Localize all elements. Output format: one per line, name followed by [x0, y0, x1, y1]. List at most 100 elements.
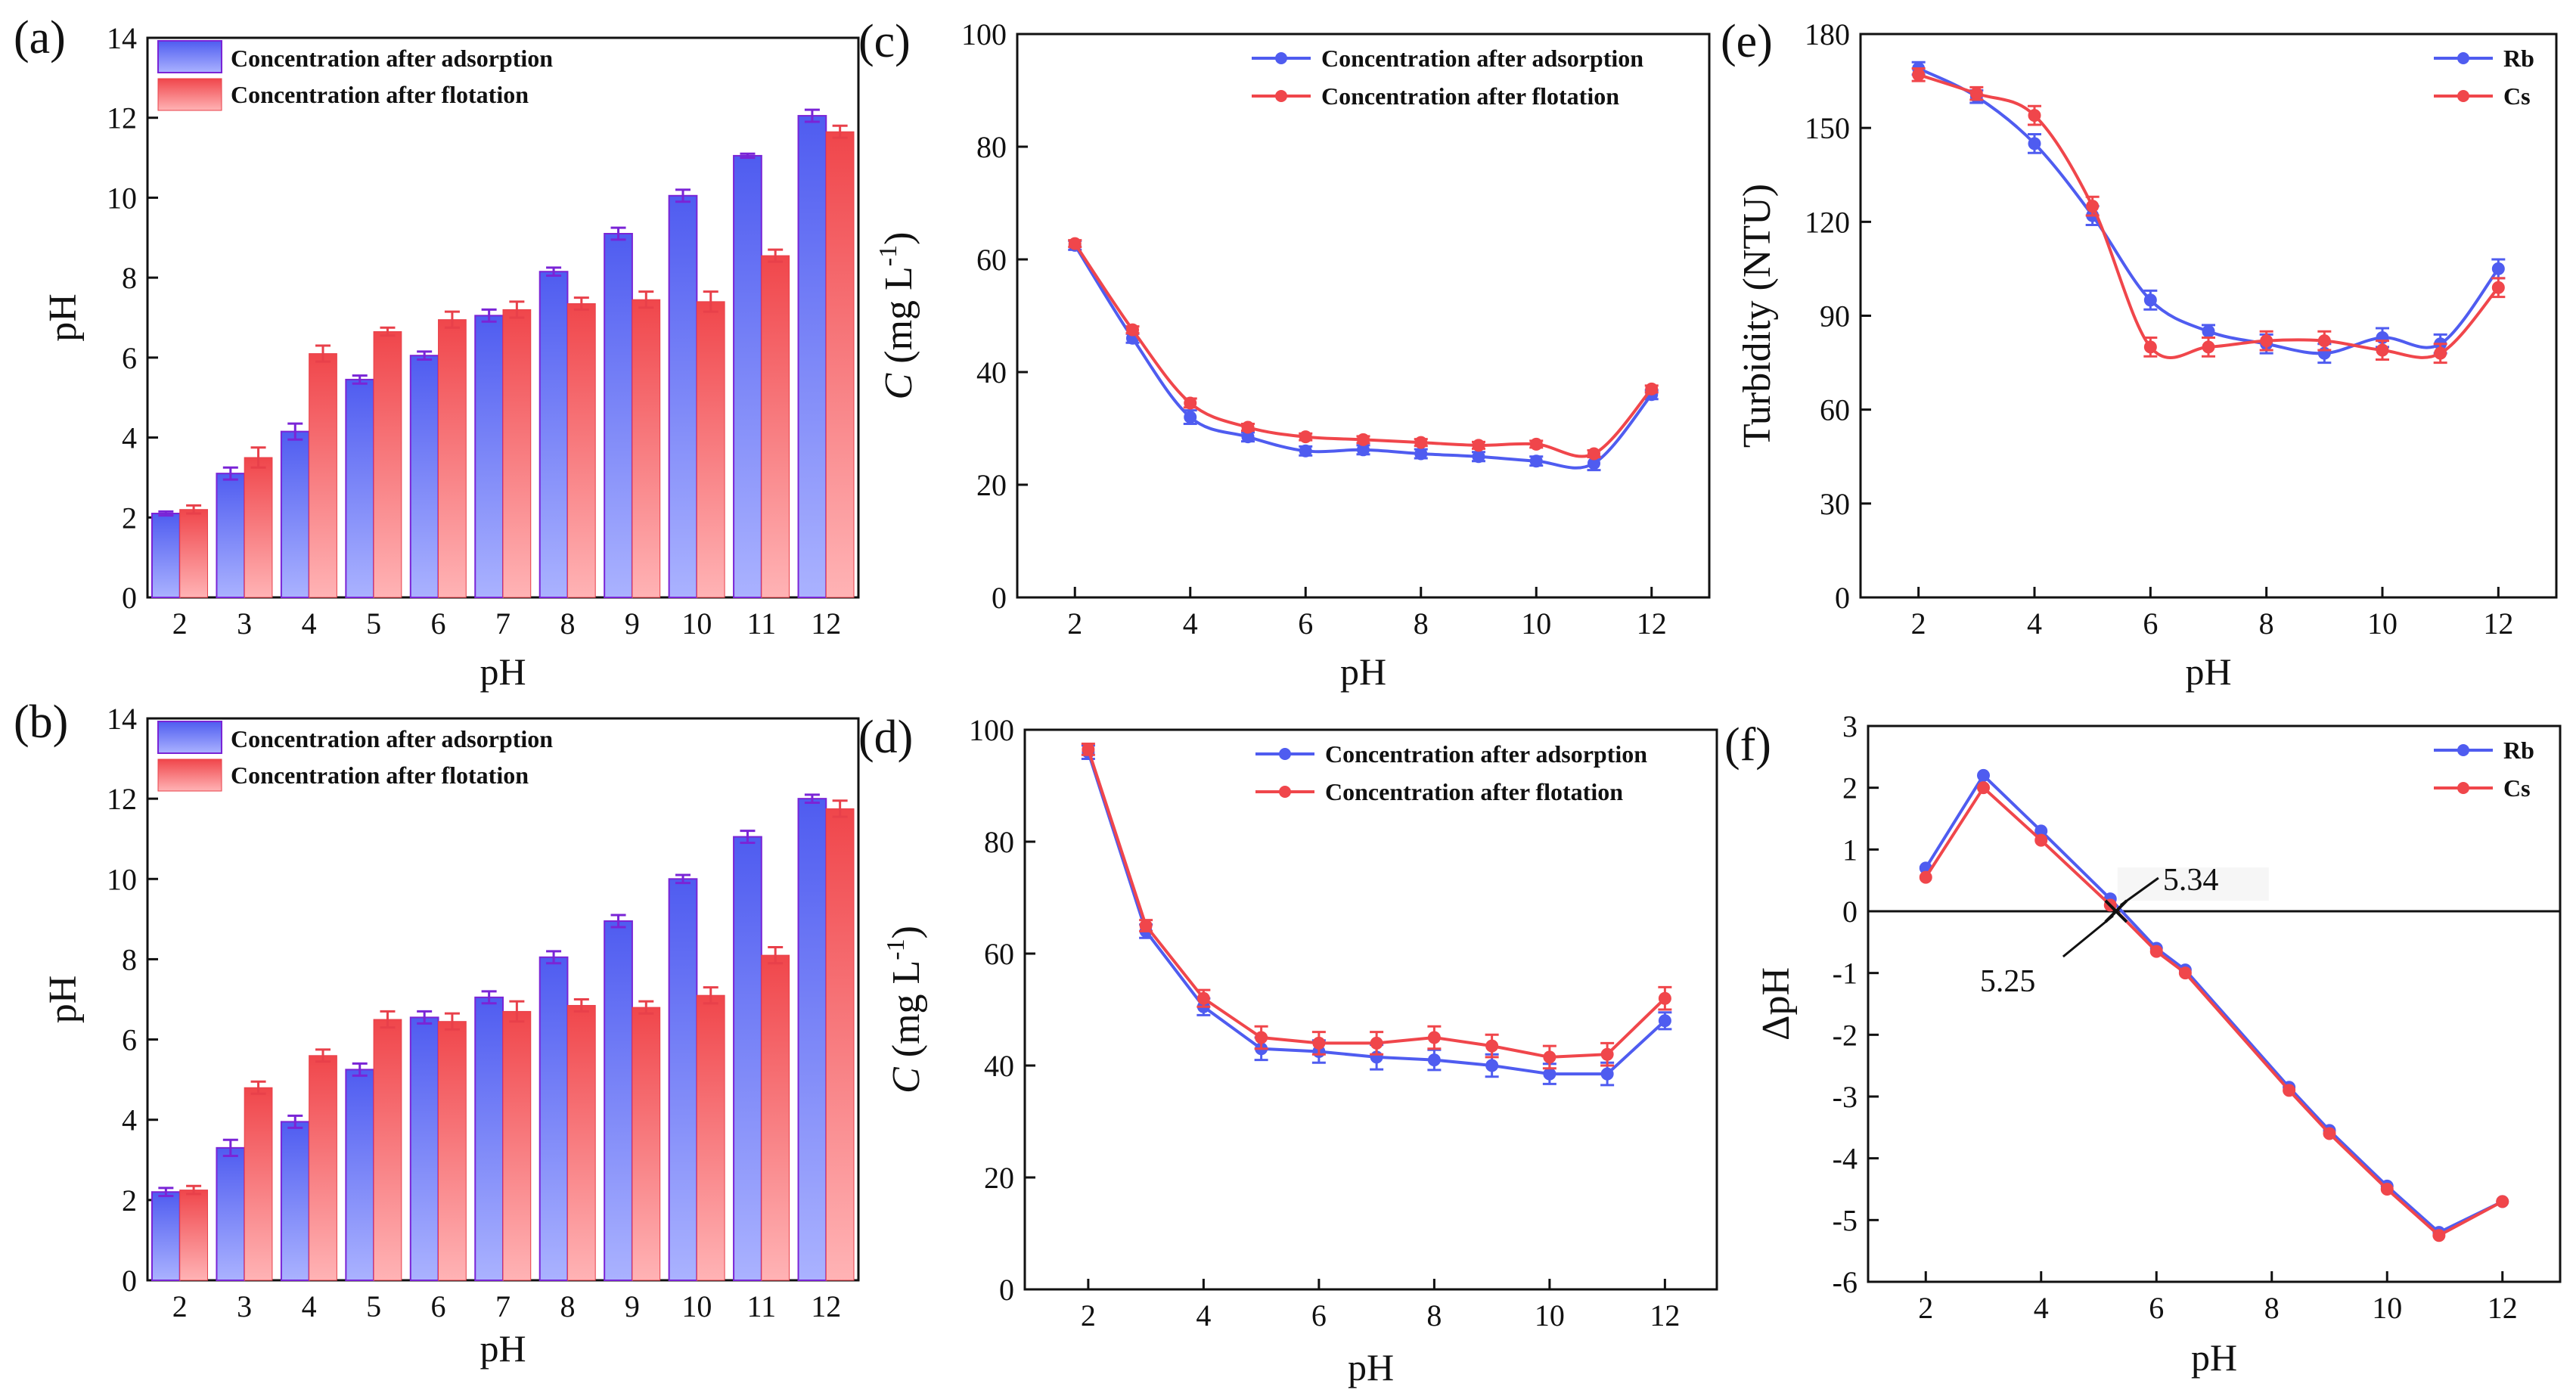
data-point — [1600, 1047, 1614, 1061]
bar-adsorption — [604, 920, 633, 1282]
x-tick-label: 4 — [2034, 1291, 2049, 1325]
x-tick-label: 5 — [366, 606, 381, 641]
x-axis-label: pH — [1348, 1346, 1394, 1388]
bar-flotation — [825, 808, 855, 1281]
bar-flotation — [502, 309, 532, 598]
bar-chart-a: 0 2 4 6 8 10 12 14 2 3 4 5 6 7 8 9 10 11 12 pH (a) pH Concentr… — [14, 12, 860, 693]
bar-adsorption — [151, 1191, 181, 1281]
bar-flotation — [761, 255, 790, 598]
annotation-label-upper: 5.34 — [2163, 863, 2219, 898]
x-tick-label: 10 — [2367, 606, 2398, 641]
legend-marker — [2457, 744, 2469, 756]
series-line-red — [1924, 785, 2503, 1238]
data-point — [1912, 68, 1926, 82]
data-point — [2260, 334, 2273, 348]
y-tick-label: -3 — [1833, 1080, 1858, 1114]
bar-adsorption — [216, 1146, 246, 1281]
x-tick-label: 4 — [2027, 606, 2042, 641]
data-point — [1139, 919, 1153, 932]
x-tick-label: 2 — [1911, 606, 1926, 641]
y-axis-label-symbol: C — [877, 372, 920, 399]
y-tick-label: -1 — [1833, 957, 1858, 991]
bar-flotation — [566, 303, 596, 598]
series-line-red — [1073, 243, 1653, 458]
legend-label: Concentration after flotation — [1321, 82, 1619, 110]
data-point — [2432, 1229, 2446, 1242]
plot-frame — [1867, 724, 2562, 1283]
x-tick-label: 10 — [681, 606, 712, 641]
plot-frame — [1023, 728, 1718, 1291]
data-point — [2143, 293, 2157, 307]
data-point — [1357, 433, 1370, 446]
y-tick-label: 4 — [122, 1103, 137, 1137]
data-point — [1485, 1059, 1499, 1072]
data-point — [1919, 870, 1932, 884]
legend-label-adsorption: Concentration after adsorption — [231, 45, 553, 72]
y-tick-label: 12 — [107, 782, 137, 816]
data-point — [2283, 1084, 2296, 1097]
y-tick-label: -6 — [1833, 1265, 1858, 1299]
data-point — [1414, 436, 1428, 449]
bar-adsorption — [151, 513, 181, 598]
data-point — [1977, 768, 1990, 782]
bar-flotation — [309, 353, 337, 598]
bar-flotation — [825, 131, 855, 598]
y-tick-label: 100 — [969, 713, 1014, 747]
y-tick-label: -5 — [1833, 1203, 1858, 1237]
y-axis-label: C (mg L-1) — [874, 232, 920, 400]
data-point — [2202, 324, 2215, 338]
y-axis-label-unit: (mg L — [877, 266, 920, 374]
x-tick-label: 12 — [1637, 606, 1667, 641]
panel-label: (f) — [1724, 719, 1771, 771]
y-tick-label: 0 — [1835, 581, 1850, 615]
bar-flotation — [438, 319, 467, 598]
bar-adsorption — [409, 355, 439, 598]
y-tick-label: 2 — [122, 1183, 137, 1218]
x-tick-label: 8 — [2264, 1291, 2280, 1325]
x-tick-label: 6 — [1298, 606, 1313, 641]
y-tick-label: 2 — [1842, 771, 1858, 805]
y-tick-label: 8 — [122, 261, 137, 295]
x-tick-label: 12 — [811, 1289, 841, 1323]
x-tick-label: 4 — [302, 1289, 317, 1323]
x-tick-label: 6 — [431, 606, 446, 641]
data-point — [2143, 340, 2157, 354]
data-point — [1299, 444, 1312, 458]
bar-flotation — [179, 1190, 208, 1281]
y-tick-label: 80 — [984, 825, 1014, 859]
x-tick-label: 8 — [1426, 1298, 1442, 1332]
legend-label: Concentration after flotation — [1325, 778, 1623, 805]
x-tick-label: 12 — [2488, 1291, 2518, 1325]
data-point — [1529, 454, 1543, 468]
legend-swatch-flotation — [157, 758, 222, 792]
x-axis-label: pH — [2185, 650, 2231, 693]
bar-flotation — [761, 954, 790, 1281]
data-point — [1472, 439, 1485, 452]
data-point — [1427, 1031, 1441, 1044]
x-tick-label: 9 — [625, 606, 640, 641]
data-point — [1969, 87, 1983, 101]
y-tick-label: 6 — [122, 341, 137, 375]
legend-marker — [2457, 90, 2469, 102]
data-point — [2434, 346, 2447, 360]
x-tick-label: 10 — [2372, 1291, 2402, 1325]
line-chart-c: 0 20 40 60 80 100 2 4 6 8 10 12 pH (c) C (mg L-1) Conce… — [858, 16, 1711, 693]
legend-marker — [1275, 90, 1287, 102]
x-tick-label: 2 — [1918, 1291, 1933, 1325]
y-tick-label: 0 — [992, 581, 1007, 615]
data-point — [1645, 382, 1659, 396]
bar-flotation — [696, 994, 725, 1281]
bar-adsorption — [474, 315, 504, 598]
plot-frame — [1859, 33, 2558, 599]
bar-chart-b: 0 2 4 6 8 10 12 14 2 3 4 5 6 7 8 9 10 11 12 pH (b) pH Concentr… — [14, 696, 860, 1370]
bar-flotation — [696, 301, 725, 598]
y-axis-label-close: ) — [885, 926, 928, 938]
bar-flotation — [244, 1087, 273, 1281]
bar-adsorption — [797, 798, 827, 1281]
x-tick-label: 7 — [495, 606, 511, 641]
y-tick-label: 60 — [976, 243, 1007, 277]
panel-label: (e) — [1721, 16, 1773, 67]
x-tick-label: 8 — [2259, 606, 2274, 641]
x-tick-label: 10 — [1521, 606, 1551, 641]
